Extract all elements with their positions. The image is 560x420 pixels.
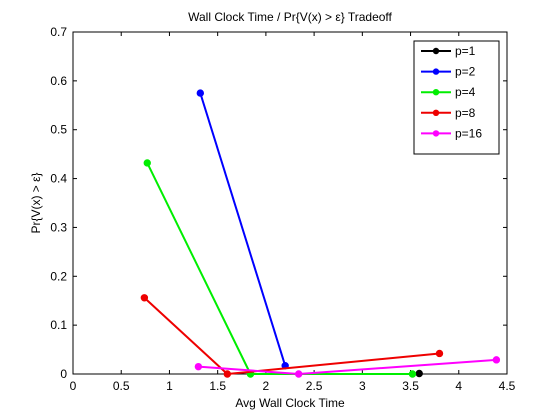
data-point xyxy=(140,294,149,302)
chart-title: Wall Clock Time / Pr{V(x) > ε} Tradeoff xyxy=(188,10,392,24)
legend-swatch-marker xyxy=(432,89,440,96)
data-point xyxy=(194,362,203,371)
x-tick-label: 4.5 xyxy=(499,379,516,393)
y-axis-title: Pr{V(x) > ε} xyxy=(29,172,43,233)
legend-item: p=16 xyxy=(421,126,482,140)
legend-label: p=16 xyxy=(455,126,482,140)
y-tick-label: 0 xyxy=(60,367,67,381)
x-tick-label: 0.5 xyxy=(113,379,130,393)
y-tick-label: 0.7 xyxy=(50,25,67,39)
y-tick-label: 0.5 xyxy=(50,123,67,137)
series-p-16 xyxy=(194,356,501,378)
y-tick-label: 0.4 xyxy=(50,172,67,186)
x-tick-label: 3 xyxy=(359,379,366,393)
legend-item: p=2 xyxy=(421,65,476,79)
data-point xyxy=(294,370,303,378)
legend-swatch-marker xyxy=(432,47,440,55)
x-tick-label: 2 xyxy=(263,379,270,393)
legend-swatch-marker xyxy=(432,68,440,75)
x-tick-label: 4 xyxy=(455,379,462,393)
series-layer xyxy=(140,89,501,378)
legend-label: p=4 xyxy=(455,85,476,99)
x-axis-title: Avg Wall Clock Time xyxy=(235,396,345,410)
y-tick-label: 0.1 xyxy=(50,318,67,332)
legend-item: p=1 xyxy=(421,44,476,58)
x-tick-label: 0 xyxy=(70,379,77,393)
legend-label: p=8 xyxy=(455,106,476,120)
data-point xyxy=(143,159,151,167)
x-tick-label: 1 xyxy=(166,379,173,393)
series-p-1 xyxy=(415,369,423,378)
data-point xyxy=(492,356,501,364)
y-tick-label: 0.2 xyxy=(50,269,67,283)
data-point xyxy=(196,89,205,97)
y-tick-label: 0.3 xyxy=(50,220,67,234)
y-tick-label: 0.6 xyxy=(50,74,67,88)
legend-label: p=2 xyxy=(455,65,476,79)
x-tick-label: 3.5 xyxy=(402,379,419,393)
legend-swatch-marker xyxy=(432,109,440,117)
series-p-8 xyxy=(140,294,444,378)
legend: p=1 p=2 p=4 p=8 p=16 xyxy=(413,40,500,155)
legend-swatch-marker xyxy=(432,130,440,137)
data-point xyxy=(408,370,417,378)
legend-item: p=4 xyxy=(421,85,476,99)
x-tick-label: 2.5 xyxy=(306,379,323,393)
series-line xyxy=(199,92,287,366)
legend-item: p=8 xyxy=(421,106,476,120)
data-point xyxy=(435,349,444,358)
data-point xyxy=(223,370,232,378)
legend-box xyxy=(413,40,500,155)
data-point xyxy=(415,369,423,378)
legend-label: p=1 xyxy=(455,44,476,58)
axis-ticks: 0 0.5 1 1.5 2 2.5 3 3.5 4 4.5 0 0.1 0.2 0.3 0.4 0.5 0.6 0… xyxy=(50,25,515,393)
x-tick-label: 1.5 xyxy=(209,379,226,393)
